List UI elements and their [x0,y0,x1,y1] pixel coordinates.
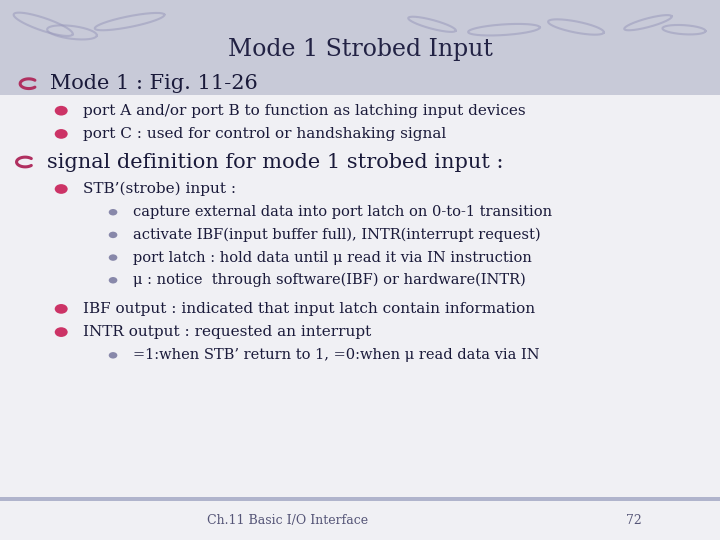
Text: port C : used for control or handshaking signal: port C : used for control or handshaking… [83,127,446,141]
Circle shape [55,184,68,194]
Circle shape [55,327,68,337]
Bar [0,497,720,501]
Circle shape [55,106,68,116]
Text: capture external data into port latch on 0-to-1 transition: capture external data into port latch on… [133,205,552,219]
Bar [0,0,720,94]
Circle shape [109,209,117,215]
Text: signal definition for mode 1 strobed input :: signal definition for mode 1 strobed inp… [47,152,503,172]
Text: STB’(strobe) input :: STB’(strobe) input : [83,182,236,196]
Circle shape [55,129,68,139]
Text: activate IBF(input buffer full), INTR(interrupt request): activate IBF(input buffer full), INTR(in… [133,228,541,242]
Circle shape [109,232,117,238]
Text: INTR output : requested an interrupt: INTR output : requested an interrupt [83,325,371,339]
Bar [0,501,720,540]
Text: 72: 72 [626,514,642,527]
Text: IBF output : indicated that input latch contain information: IBF output : indicated that input latch … [83,302,535,316]
Text: port A and/or port B to function as latching input devices: port A and/or port B to function as latc… [83,104,526,118]
Circle shape [109,352,117,359]
Circle shape [109,277,117,284]
Circle shape [109,254,117,261]
Text: Mode 1 Strobed Input: Mode 1 Strobed Input [228,38,492,61]
Text: port latch : hold data until μ read it via IN instruction: port latch : hold data until μ read it v… [133,251,532,265]
Circle shape [55,304,68,314]
Text: Ch.11 Basic I/O Interface: Ch.11 Basic I/O Interface [207,514,369,527]
Text: Mode 1 : Fig. 11-26: Mode 1 : Fig. 11-26 [50,74,258,93]
Text: μ : notice  through software(IBF) or hardware(INTR): μ : notice through software(IBF) or hard… [133,273,526,287]
Text: =1:when STB’ return to 1, =0:when μ read data via IN: =1:when STB’ return to 1, =0:when μ read… [133,348,540,362]
